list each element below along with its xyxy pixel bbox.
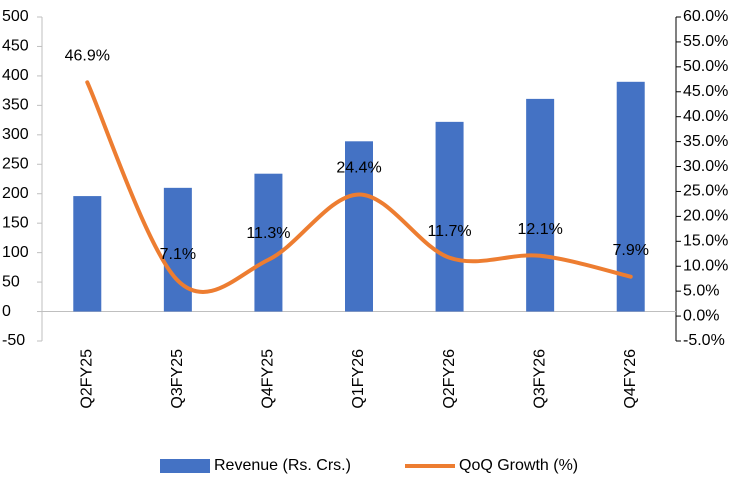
data-label: 24.4% — [336, 160, 381, 177]
x-tick-label: Q3FY25 — [169, 349, 186, 409]
y2-tick-label: 50.0% — [683, 58, 728, 75]
bar — [526, 98, 555, 312]
bar — [345, 141, 373, 312]
y2-tick-label: 30.0% — [683, 158, 728, 175]
data-label: 12.1% — [517, 221, 562, 238]
x-tick-label: Q1FY26 — [350, 349, 367, 409]
legend-label: Revenue (Rs. Crs.) — [214, 457, 351, 474]
data-label: 46.9% — [65, 48, 110, 65]
y2-tick-label: 45.0% — [683, 83, 728, 100]
y-tick-label: 50 — [2, 273, 20, 290]
line — [85, 80, 633, 294]
bar — [163, 187, 192, 312]
y2-tick-label: 60.0% — [683, 8, 728, 25]
y2-tick-label: 25.0% — [683, 183, 728, 200]
y2-tick-label: -5.0% — [683, 332, 725, 349]
bar — [435, 121, 464, 312]
y-tick-label: 500 — [2, 8, 29, 25]
y-tick-label: 450 — [2, 38, 29, 55]
y2-tick-label: 15.0% — [683, 233, 728, 250]
y2-tick-label: 40.0% — [683, 108, 728, 125]
y2-tick-label: 10.0% — [683, 257, 728, 274]
y2-tick-label: 55.0% — [683, 33, 728, 50]
bar — [254, 173, 283, 312]
y-tick-label: 400 — [2, 67, 29, 84]
legend-swatch — [160, 459, 210, 473]
y-tick-label: 350 — [2, 97, 29, 114]
y2-tick-label: 0.0% — [683, 307, 719, 324]
bar — [73, 196, 102, 312]
y-tick-label: 200 — [2, 185, 29, 202]
y-tick-label: 300 — [2, 126, 29, 143]
data-label: 7.1% — [160, 246, 196, 263]
x-tick-label: Q4FY25 — [260, 349, 277, 409]
y2-tick-label: 20.0% — [683, 208, 728, 225]
y2-tick-label: 5.0% — [683, 282, 719, 299]
data-label: 11.3% — [246, 225, 290, 242]
x-tick-label: Q4FY26 — [622, 349, 639, 409]
x-tick-label: Q2FY25 — [79, 349, 96, 409]
data-label: 11.7% — [427, 223, 471, 240]
y-tick-label: -50 — [2, 332, 25, 349]
y-tick-label: 250 — [2, 155, 29, 172]
legend-label: QoQ Growth (%) — [459, 457, 578, 474]
data-label: 7.9% — [612, 242, 648, 259]
x-tick-label: Q2FY26 — [441, 349, 458, 409]
y-tick-label: 100 — [2, 244, 29, 261]
y-tick-label: 0 — [2, 303, 11, 320]
y2-tick-label: 35.0% — [683, 133, 728, 150]
y-tick-label: 150 — [2, 214, 29, 231]
x-tick-label: Q3FY26 — [531, 349, 548, 409]
